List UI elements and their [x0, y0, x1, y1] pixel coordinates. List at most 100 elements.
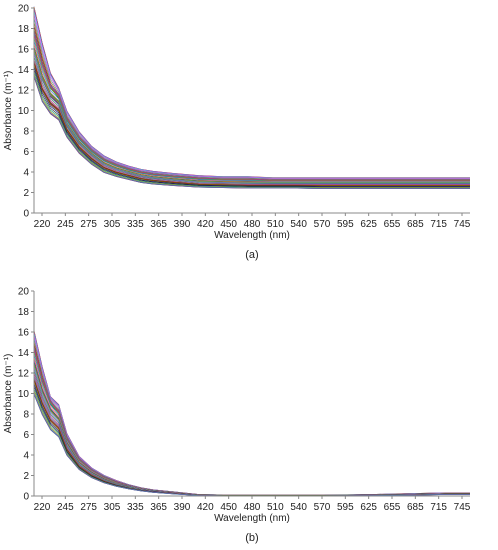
chart-panel-2: 0 2 4 6 8 10 12 14 16 18 20 220 245 275 305 335 365 390 42…: [3, 287, 471, 545]
y-tick-label: 20: [18, 4, 30, 15]
spectrum-line: [33, 330, 470, 496]
x-axis-label: Wavelength (nm): [214, 513, 290, 524]
spectra-lines: [33, 330, 470, 497]
spectrum-line: [33, 56, 470, 185]
x-tick-label: 245: [57, 502, 74, 513]
x-tick-label: 685: [407, 502, 424, 513]
x-tick-label: 480: [244, 502, 261, 513]
spectrum-line: [33, 53, 470, 184]
x-tick-label: 450: [220, 502, 237, 513]
y-tick-label: 18: [18, 307, 30, 318]
spectrum-line: [33, 75, 470, 189]
x-tick-label: 450: [220, 219, 237, 230]
panel-label: (b): [245, 532, 258, 544]
spectrum-line: [33, 69, 470, 188]
spectrum-line: [33, 17, 470, 180]
x-tick-label: 335: [127, 219, 144, 230]
y-tick-label: 4: [23, 168, 29, 179]
y-tick-label: 18: [18, 24, 30, 35]
x-tick-label: 595: [337, 219, 354, 230]
x-tick-label: 625: [360, 502, 377, 513]
x-tick-label: 390: [174, 502, 191, 513]
x-tick-label: 570: [314, 219, 331, 230]
y-tick-label: 10: [18, 389, 30, 400]
y-axis-label: Absorbance (m⁻¹): [3, 354, 14, 434]
y-tick-label: 20: [18, 287, 30, 298]
y-tick-label: 12: [18, 86, 30, 97]
spectrum-line: [33, 331, 470, 496]
x-tick-label: 365: [150, 219, 167, 230]
x-tick-label: 220: [34, 502, 51, 513]
spectrum-line: [33, 76, 470, 189]
x-tick-label: 745: [454, 219, 471, 230]
y-tick-label: 16: [18, 328, 30, 339]
y-tick-label: 16: [18, 45, 30, 56]
spectrum-line: [33, 330, 470, 496]
x-tick-label: 655: [384, 219, 401, 230]
spectrum-line: [33, 341, 470, 496]
x-tick-label: 365: [150, 502, 167, 513]
spectrum-line: [33, 10, 470, 179]
y-tick-label: 12: [18, 369, 30, 380]
y-tick-label: 14: [18, 65, 30, 76]
chart-panel-1: 0 2 4 6 8 10 12 14 16 18 20 220 245 275 305 335 365 390 42…: [3, 4, 471, 262]
y-tick-label: 10: [18, 106, 30, 117]
x-tick-label: 220: [34, 219, 51, 230]
y-tick-label: 14: [18, 348, 30, 359]
spectrum-line: [33, 330, 470, 496]
x-tick-label: 245: [57, 219, 74, 230]
spectrum-line: [33, 64, 470, 187]
x-tick-label: 540: [290, 502, 307, 513]
x-tick-label: 540: [290, 219, 307, 230]
y-tick-label: 6: [23, 147, 29, 158]
y-axis-label: Absorbance (m⁻¹): [3, 71, 14, 151]
y-tick-label: 2: [23, 188, 29, 199]
spectrum-line: [33, 333, 470, 496]
x-axis-label: Wavelength (nm): [214, 230, 290, 241]
spectrum-line: [33, 76, 470, 189]
spectrum-line: [33, 335, 470, 496]
y-tick-label: 0: [23, 492, 29, 503]
y-tick-label: 8: [23, 127, 29, 138]
spectrum-line: [33, 338, 470, 496]
x-tick-label: 390: [174, 219, 191, 230]
x-tick-label: 685: [407, 219, 424, 230]
x-tick-label: 510: [267, 219, 284, 230]
x-tick-label: 305: [104, 502, 121, 513]
x-tick-label: 625: [360, 219, 377, 230]
y-tick-label: 8: [23, 410, 29, 421]
spectrum-line: [33, 14, 470, 179]
x-tick-label: 510: [267, 502, 284, 513]
spectrum-line: [33, 75, 470, 189]
x-tick-label: 420: [197, 219, 214, 230]
spectrum-line: [33, 66, 470, 187]
x-tick-label: 275: [80, 219, 97, 230]
x-tick-label: 335: [127, 502, 144, 513]
x-tick-label: 655: [384, 502, 401, 513]
y-tick-label: 4: [23, 451, 29, 462]
y-tick-label: 2: [23, 471, 29, 482]
x-tick-label: 275: [80, 502, 97, 513]
x-tick-label: 715: [430, 502, 447, 513]
spectra-lines: [33, 6, 470, 189]
x-tick-label: 420: [197, 502, 214, 513]
spectrum-line: [33, 62, 470, 186]
x-tick-label: 480: [244, 219, 261, 230]
spectrum-line: [33, 34, 470, 181]
x-tick-label: 570: [314, 502, 331, 513]
spectrum-line: [33, 73, 470, 189]
spectrum-line: [33, 37, 470, 182]
x-tick-label: 745: [454, 502, 471, 513]
x-tick-label: 715: [430, 219, 447, 230]
x-tick-label: 305: [104, 219, 121, 230]
spectrum-line: [33, 50, 470, 184]
spectrum-line: [33, 71, 470, 188]
y-tick-label: 0: [23, 209, 29, 220]
y-tick-label: 6: [23, 430, 29, 441]
panel-label: (a): [245, 249, 258, 261]
spectrum-line: [33, 393, 470, 497]
spectrum-line: [33, 40, 470, 182]
spectrum-line: [33, 75, 470, 189]
x-tick-label: 595: [337, 502, 354, 513]
